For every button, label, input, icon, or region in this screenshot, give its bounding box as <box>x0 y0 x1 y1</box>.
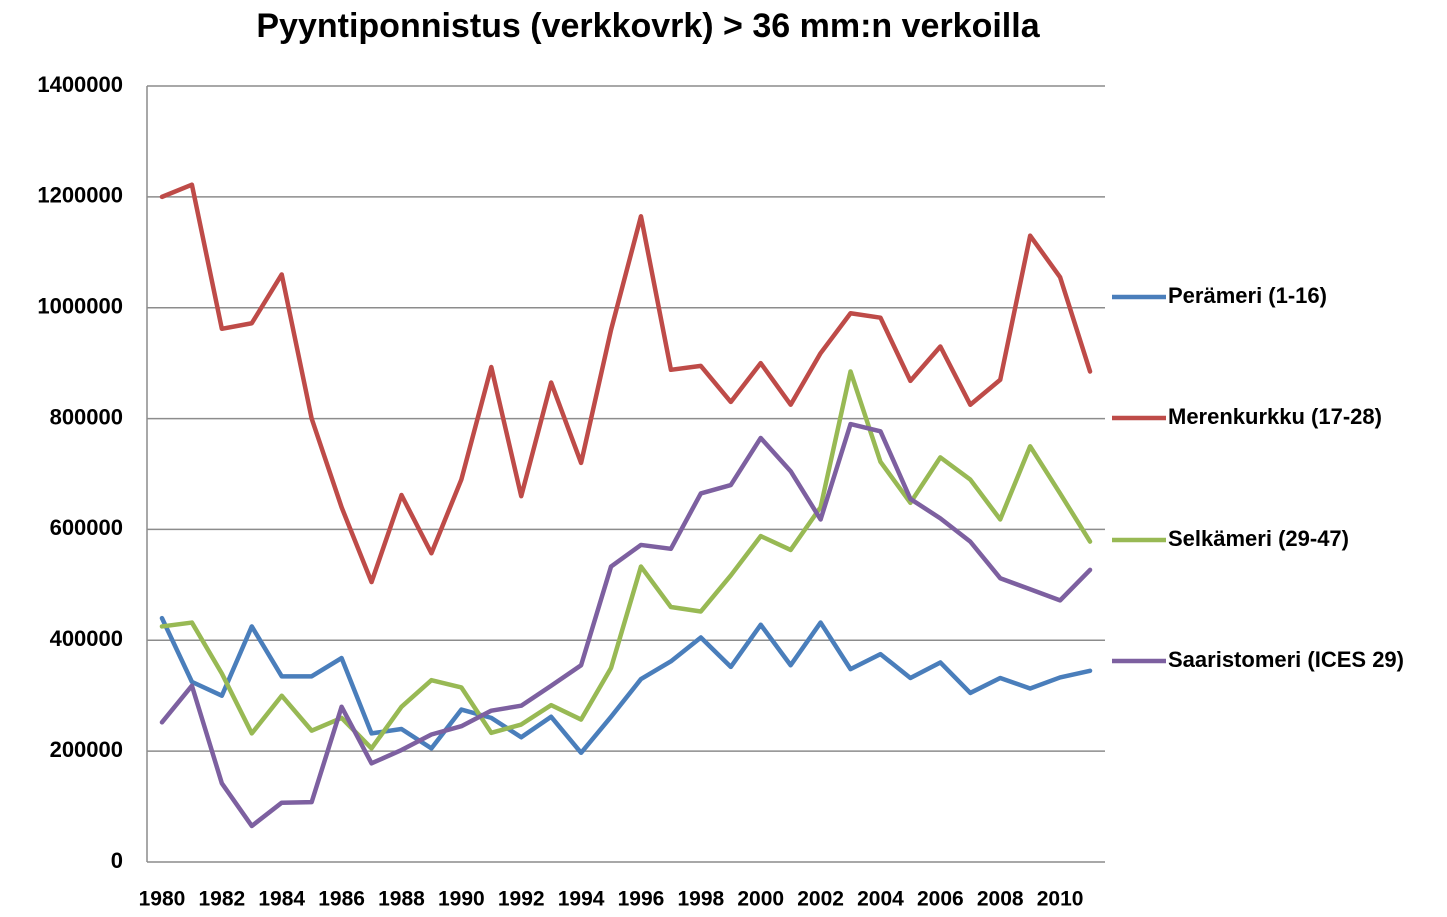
x-tick-label: 1986 <box>318 888 365 911</box>
x-tick-label: 1980 <box>139 888 186 911</box>
legend-label: Selkämeri (29-47) <box>1168 526 1349 551</box>
x-tick-label: 1998 <box>677 888 724 911</box>
y-tick-label: 400000 <box>50 626 123 651</box>
series-line <box>159 369 1093 751</box>
x-tick-label: 2008 <box>977 888 1024 911</box>
x-tick-label: 2010 <box>1037 888 1084 911</box>
x-tick-label: 2006 <box>917 888 964 911</box>
y-tick-label: 1400000 <box>37 72 123 97</box>
chart-title: Pyyntiponnistus (verkkovrk) > 36 mm:n ve… <box>256 7 1040 45</box>
legend-label: Saaristomeri (ICES 29) <box>1168 647 1404 672</box>
series-line <box>159 421 1093 829</box>
y-tick-label: 1200000 <box>37 183 123 208</box>
x-tick-label: 1984 <box>258 888 305 911</box>
x-tick-label: 1992 <box>498 888 545 911</box>
legend-label: Perämeri (1-16) <box>1168 283 1327 308</box>
y-tick-label: 1000000 <box>37 294 123 319</box>
x-tick-label: 2000 <box>737 888 784 911</box>
x-tick-label: 1996 <box>618 888 665 911</box>
y-tick-label: 600000 <box>50 515 123 540</box>
series-line <box>159 615 1093 756</box>
x-tick-label: 1982 <box>198 888 245 911</box>
x-tick-label: 1988 <box>378 888 425 911</box>
series-line <box>159 182 1093 585</box>
x-tick-label: 2004 <box>857 888 904 911</box>
x-tick-label: 2002 <box>797 888 844 911</box>
y-tick-label: 200000 <box>50 737 123 762</box>
y-tick-label: 800000 <box>50 404 123 429</box>
x-tick-label: 1994 <box>558 888 605 911</box>
y-tick-label: 0 <box>111 848 123 873</box>
x-tick-label: 1990 <box>438 888 485 911</box>
legend-label: Merenkurkku (17-28) <box>1168 404 1382 429</box>
